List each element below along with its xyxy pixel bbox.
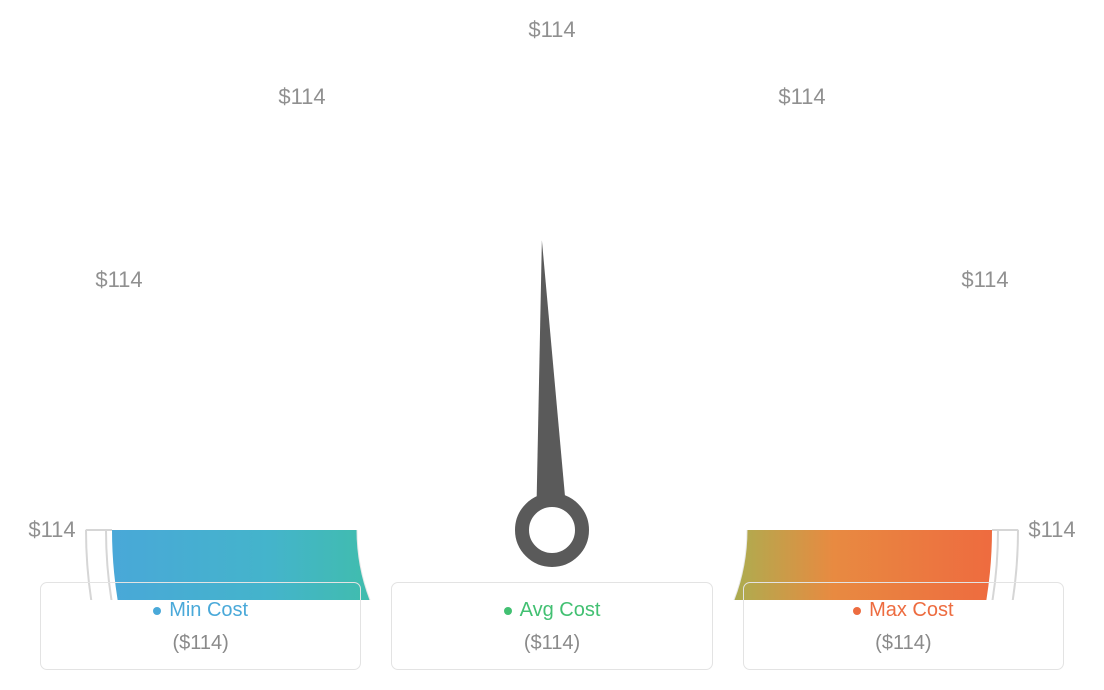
gauge-tick-label: $114 (1028, 517, 1075, 543)
legend-card-max: Max Cost ($114) (743, 582, 1064, 670)
legend-title-max: Max Cost (853, 599, 953, 622)
legend-dot-avg (504, 607, 512, 615)
gauge-tick-label: $114 (28, 517, 75, 543)
gauge-tick-label: $114 (95, 267, 142, 293)
legend-row: Min Cost ($114) Avg Cost ($114) Max Cost… (40, 582, 1064, 670)
legend-value-avg: ($114) (402, 632, 701, 655)
legend-value-max: ($114) (754, 632, 1053, 655)
gauge-tick-label: $114 (778, 84, 825, 110)
legend-title-min: Min Cost (153, 599, 248, 622)
gauge-chart: $114 $114 $114 $114 $114 $114 $114 (0, 0, 1104, 560)
legend-dot-min (153, 607, 161, 615)
legend-dot-max (853, 607, 861, 615)
legend-label-max: Max Cost (869, 599, 953, 622)
legend-label-min: Min Cost (169, 599, 248, 622)
gauge-tick-label: $114 (278, 84, 325, 110)
gauge-svg (52, 40, 1052, 600)
legend-card-min: Min Cost ($114) (40, 582, 361, 670)
gauge-tick-label: $114 (528, 17, 575, 43)
legend-title-avg: Avg Cost (504, 599, 601, 622)
legend-label-avg: Avg Cost (520, 599, 601, 622)
legend-value-min: ($114) (51, 632, 350, 655)
legend-card-avg: Avg Cost ($114) (391, 582, 712, 670)
gauge-tick-label: $114 (961, 267, 1008, 293)
